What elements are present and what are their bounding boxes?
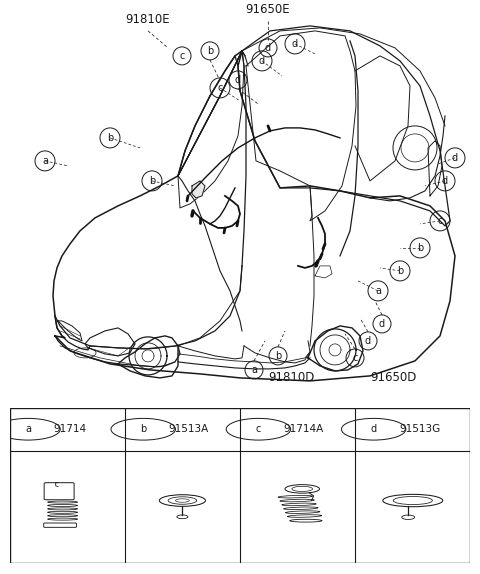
Text: d: d (442, 176, 448, 186)
Text: d: d (292, 39, 298, 49)
Text: d: d (265, 43, 271, 53)
Text: a: a (42, 156, 48, 166)
Text: 91810E: 91810E (126, 13, 170, 26)
Text: d: d (452, 153, 458, 163)
Polygon shape (192, 181, 205, 198)
Text: c: c (180, 51, 185, 61)
Text: 91714A: 91714A (284, 424, 324, 435)
Text: d: d (365, 336, 371, 346)
Text: b: b (397, 266, 403, 276)
Text: d: d (235, 75, 241, 85)
Text: a: a (25, 424, 31, 435)
Text: d: d (379, 319, 385, 329)
Text: 91513A: 91513A (168, 424, 209, 435)
Text: b: b (275, 351, 281, 361)
Text: b: b (140, 424, 146, 435)
Text: d: d (259, 56, 265, 66)
Text: c: c (256, 424, 261, 435)
Text: b: b (207, 46, 213, 56)
Text: 91513G: 91513G (399, 424, 440, 435)
Text: a: a (375, 286, 381, 296)
Text: 91810D: 91810D (268, 371, 314, 384)
Text: b: b (417, 243, 423, 253)
Text: 91650E: 91650E (246, 3, 290, 16)
Text: 91714: 91714 (53, 424, 86, 435)
Text: 91650D: 91650D (370, 371, 416, 384)
Text: b: b (149, 176, 155, 186)
Text: a: a (251, 365, 257, 375)
Text: c: c (437, 216, 443, 226)
Text: c: c (352, 353, 358, 363)
Text: d: d (371, 424, 377, 435)
Text: c: c (217, 83, 223, 93)
Text: b: b (107, 133, 113, 143)
